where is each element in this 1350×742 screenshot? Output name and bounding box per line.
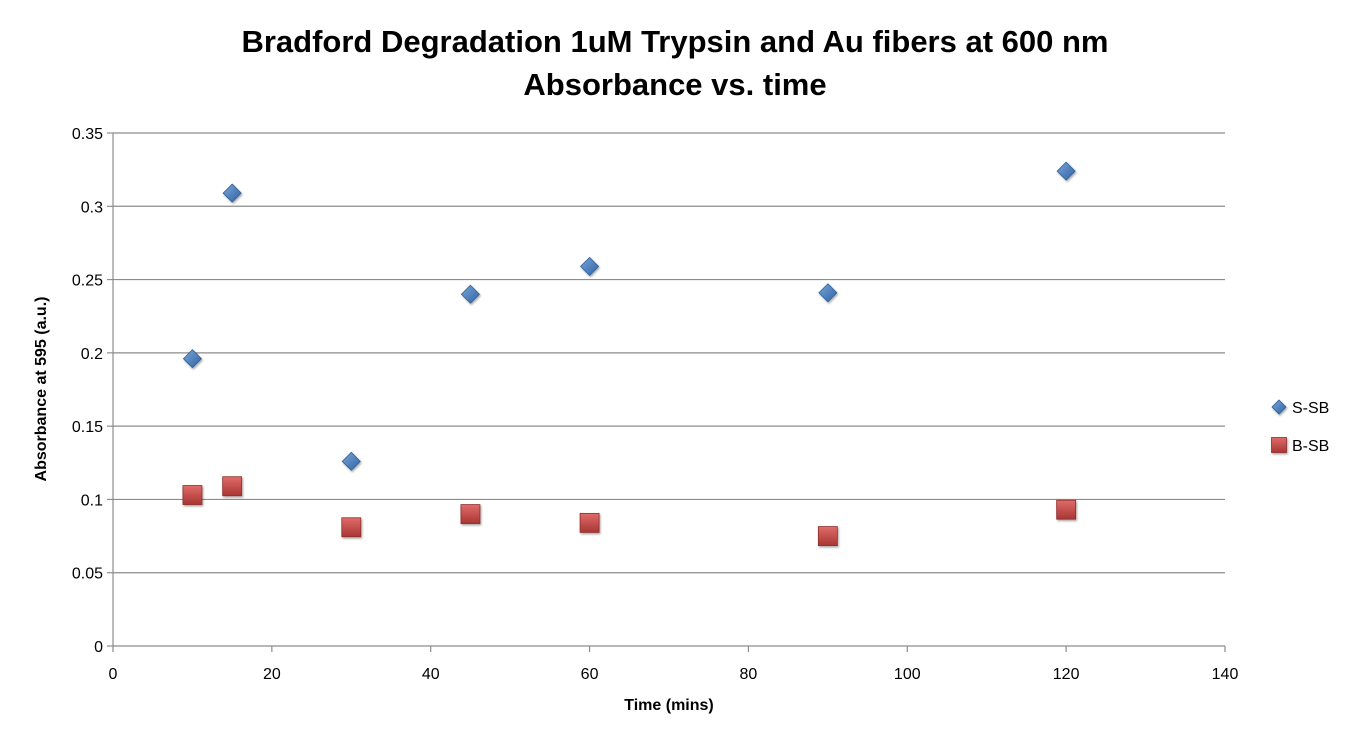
legend-marker-b-sb <box>1271 437 1287 453</box>
y-tick-label-7: 0.35 <box>72 126 103 143</box>
legend-item-s-sb: S-SB <box>1271 399 1329 417</box>
y-tick-label-0: 0 <box>94 639 103 656</box>
gridlines <box>113 132 1225 574</box>
y-tick-label-2: 0.1 <box>81 492 103 509</box>
legend-marker-s-sb <box>1271 399 1287 415</box>
legend-label-s-sb: S-SB <box>1292 400 1329 417</box>
y-tick-label-5: 0.25 <box>72 273 103 290</box>
x-axis-label: Time (mins) <box>624 697 714 714</box>
point-b-sb-6 <box>1056 499 1077 520</box>
y-tick-label-4: 0.2 <box>81 346 103 363</box>
x-tick-label-0: 0 <box>109 666 118 683</box>
legend: S-SB B-SB <box>1271 399 1329 455</box>
point-s-sb-0 <box>182 349 202 369</box>
x-tick-label-2: 40 <box>422 666 440 683</box>
point-s-sb-1 <box>222 183 242 203</box>
x-tick-label-6: 120 <box>1053 666 1080 683</box>
legend-label-b-sb: B-SB <box>1292 438 1329 455</box>
point-s-sb-4 <box>580 256 600 276</box>
point-s-sb-2 <box>341 451 361 471</box>
point-s-sb-5 <box>818 283 838 303</box>
point-b-sb-3 <box>460 504 481 524</box>
y-tick-label-6: 0.3 <box>81 199 103 216</box>
point-b-sb-2 <box>341 517 362 538</box>
x-tick-label-5: 100 <box>894 666 921 683</box>
point-b-sb-0 <box>182 485 203 505</box>
axes <box>107 132 1226 652</box>
y-tick-label-1: 0.05 <box>72 566 103 583</box>
chart-title-line-2: Absorbance vs. time <box>523 67 826 102</box>
y-tick-label-3: 0.15 <box>72 419 103 436</box>
x-tick-label-3: 60 <box>581 666 599 683</box>
point-s-sb-3 <box>460 284 480 304</box>
legend-item-b-sb: B-SB <box>1271 437 1329 455</box>
point-b-sb-5 <box>817 526 838 546</box>
data-points <box>182 161 1077 546</box>
y-axis-label: Absorbance at 595 (a.u.) <box>33 297 50 482</box>
x-tick-label-4: 80 <box>740 666 758 683</box>
point-b-sb-4 <box>579 512 600 533</box>
tick-labels: 0 0.05 0.1 0.15 0.2 0.25 0.3 0.35 0 20 40 60 80 100 12… <box>72 126 1239 683</box>
chart-title-line-1: Bradford Degradation 1uM Trypsin and Au … <box>241 24 1108 59</box>
point-s-sb-6 <box>1056 161 1076 181</box>
x-tick-label-7: 140 <box>1212 666 1239 683</box>
point-b-sb-1 <box>222 476 243 497</box>
x-tick-label-1: 20 <box>263 666 281 683</box>
